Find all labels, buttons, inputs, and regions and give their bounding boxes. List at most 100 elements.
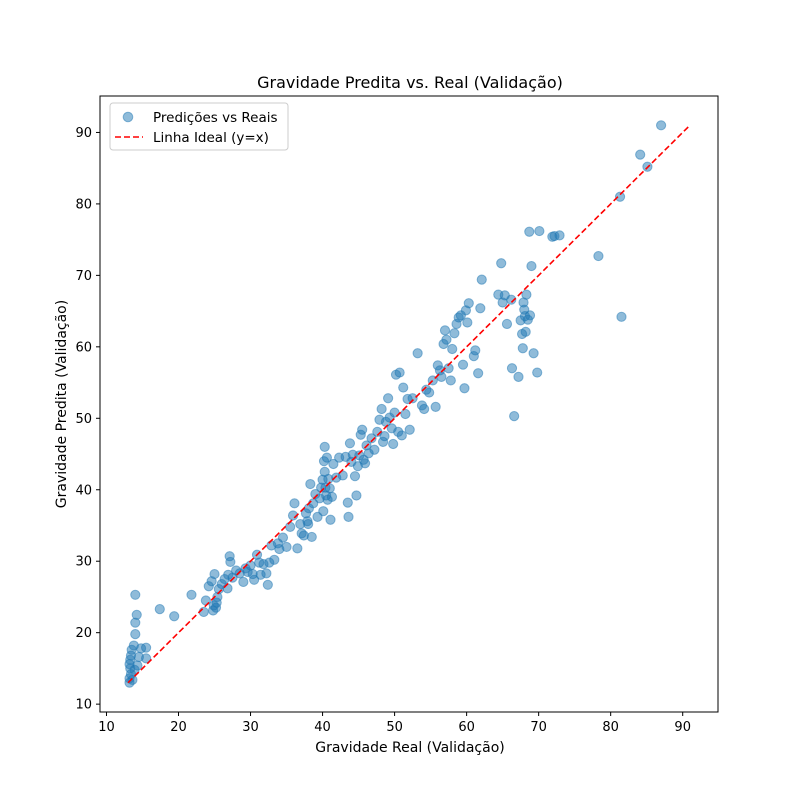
scatter-point-163	[475, 303, 486, 314]
chart-title: Gravidade Predita vs. Real (Validação)	[257, 73, 563, 92]
scatter-point-137	[419, 403, 430, 415]
scatter-point-169	[501, 318, 513, 330]
scatter-point-128	[394, 367, 405, 378]
scatter-point-155	[457, 359, 469, 370]
legend: Predições vs Reais Linha Ideal (y=x)	[109, 102, 289, 151]
scatter-point-108	[357, 424, 368, 435]
scatter-point-129	[396, 430, 407, 441]
scatter-point-161	[470, 345, 481, 356]
scatter-point-131	[400, 408, 411, 420]
scatter-point-150	[447, 343, 458, 355]
scatter-point-98	[342, 497, 353, 508]
scatter-point-100	[344, 438, 356, 449]
scatter-point-57	[269, 554, 280, 565]
scatter-point-134	[407, 393, 418, 404]
y-tick-label-50: 50	[75, 412, 92, 427]
x-tick-label-20: 20	[170, 720, 187, 735]
scatter-point-166	[496, 258, 507, 269]
x-tick-label-50: 50	[386, 720, 403, 735]
scatter-point-64	[289, 498, 300, 509]
scatter-point-39	[225, 556, 236, 568]
scatter-point-114	[369, 444, 380, 455]
scatter-point-158	[462, 317, 473, 328]
scatter-point-133	[404, 424, 415, 435]
scatter-point-164	[476, 274, 487, 285]
scatter-point-92	[326, 491, 338, 502]
scatter-point-172	[509, 411, 520, 422]
scatter-point-173	[513, 371, 524, 382]
scatter-point-159	[463, 298, 474, 309]
scatter-point-194	[616, 311, 627, 322]
scatter-point-147	[441, 334, 452, 345]
x-tick-label-80: 80	[602, 720, 619, 735]
x-tick-label-60: 60	[458, 720, 475, 735]
scatter-point-93	[328, 458, 339, 470]
scatter-point-171	[506, 363, 518, 374]
scatter-point-20	[154, 604, 165, 615]
scatter-point-53	[261, 568, 272, 579]
scatter-point-103	[349, 471, 361, 482]
x-tick-label-10: 10	[98, 720, 115, 735]
scatter-point-197	[656, 120, 667, 131]
scatter-point-184	[524, 226, 535, 237]
scatter-point-188	[534, 225, 545, 237]
legend-label-line: Linha Ideal (y=x)	[153, 130, 269, 146]
scatter-point-192	[593, 250, 604, 262]
scatter-point-162	[473, 368, 484, 379]
y-tick-label-20: 20	[75, 626, 92, 641]
y-tick-label-10: 10	[75, 698, 92, 713]
y-tick-label-40: 40	[75, 483, 92, 498]
scatter-point-13	[127, 674, 138, 685]
y-tick-label-90: 90	[75, 126, 92, 141]
scatter-point-9	[130, 629, 141, 640]
scatter-point-18	[141, 653, 152, 664]
y-tick-label-70: 70	[75, 269, 92, 284]
y-tick-label-30: 30	[75, 555, 92, 570]
scatter-point-125	[389, 407, 400, 418]
scatter-point-176	[517, 343, 528, 354]
x-tick-label-90: 90	[674, 720, 691, 735]
scatter-point-43	[238, 576, 249, 588]
scatter-point-22	[186, 589, 197, 600]
x-tick-label-40: 40	[314, 720, 331, 735]
y-tick-label-80: 80	[75, 197, 92, 212]
x-tick-label-70: 70	[530, 720, 547, 735]
scatter-point-170	[506, 294, 517, 305]
scatter-point-81	[318, 506, 329, 517]
scatter-point-74	[306, 531, 317, 543]
plot-area	[124, 120, 691, 688]
scatter-point-71	[303, 518, 314, 530]
scatter-point-121	[383, 393, 394, 404]
scatter-point-29	[209, 568, 220, 580]
axes: 10 20 30 40 50 60 70 80 90 10 20 30 40 50 60 70 80 90	[75, 95, 719, 735]
scatter-point-124	[388, 438, 399, 450]
scatter-point-180	[520, 326, 531, 337]
scatter-point-104	[351, 490, 362, 501]
scatter-point-187	[532, 367, 543, 378]
scatter-point-83	[319, 441, 330, 452]
scatter-point-87	[321, 452, 332, 463]
scatter-point-139	[424, 387, 435, 398]
scatter-point-149	[445, 375, 456, 386]
scatter-point-119	[379, 431, 390, 442]
axes-frame	[99, 95, 719, 713]
scatter-point-117	[376, 403, 387, 415]
scatter-point-99	[343, 511, 354, 523]
scatter-point-12	[130, 589, 141, 600]
y-tick-label-60: 60	[75, 340, 92, 355]
scatter-point-135	[412, 348, 423, 359]
scatter-point-61	[281, 541, 292, 553]
scatter-point-113	[366, 433, 377, 444]
scatter-point-15	[132, 660, 143, 671]
scatter-point-91	[325, 514, 336, 525]
scatter-point-146	[439, 325, 451, 336]
scatter-point-185	[526, 260, 537, 272]
x-tick-label-30: 30	[242, 720, 259, 735]
scatter-point-141	[430, 401, 441, 412]
scatter-point-19	[141, 642, 152, 653]
scatter-point-195	[635, 149, 646, 160]
x-axis-label: Gravidade Real (Validação)	[315, 740, 505, 756]
scatter-point-156	[459, 383, 470, 394]
scatter-point-181	[521, 289, 532, 300]
scatter-point-11	[131, 609, 142, 620]
